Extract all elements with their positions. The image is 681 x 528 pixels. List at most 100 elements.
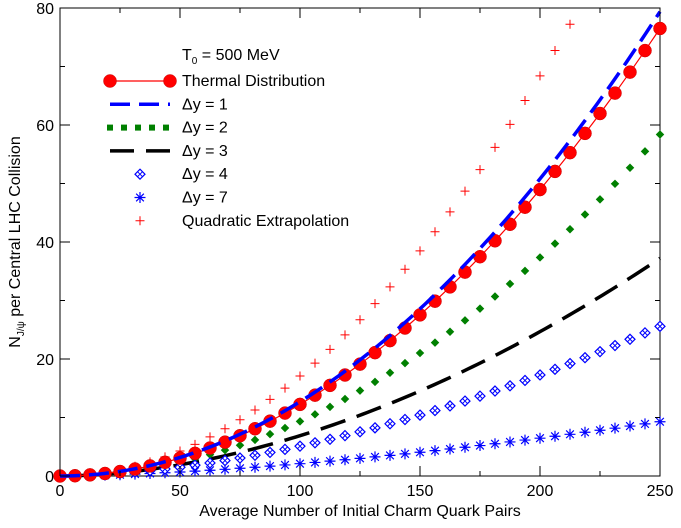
legend-header-rest: = 500 MeV — [197, 47, 280, 64]
data-point — [444, 400, 456, 412]
legend-swatch-marker — [107, 124, 113, 131]
data-point — [505, 279, 515, 289]
y-axis-label-main: N — [7, 336, 24, 348]
data-point — [535, 71, 545, 81]
data-point — [564, 357, 576, 370]
data-point — [204, 457, 216, 469]
y-tick-label: 60 — [36, 118, 54, 135]
data-point — [473, 249, 487, 264]
data-point — [385, 368, 395, 377]
data-point — [264, 460, 276, 472]
legend-entry-2: Δy = 2 — [107, 120, 228, 137]
legend-entry-0: Thermal Distribution — [103, 73, 325, 90]
data-point — [475, 304, 485, 313]
data-point — [413, 308, 427, 322]
y-axis-label-sub: J/ψ — [16, 321, 27, 336]
data-point — [654, 320, 666, 333]
data-point — [505, 119, 515, 129]
axis-layer: 0 50 100 150 200 250 0 20 40 60 80 — [36, 1, 673, 500]
data-point — [490, 292, 500, 301]
data-point — [549, 363, 561, 376]
data-point-hatch — [522, 377, 528, 384]
data-point — [220, 424, 230, 434]
data-point — [369, 451, 381, 463]
y-tick-label: 80 — [36, 1, 54, 18]
legend-entry-4: Δy = 4 — [134, 166, 228, 183]
data-point — [384, 417, 396, 430]
data-point — [609, 339, 621, 352]
data-point — [295, 417, 305, 426]
data-point — [309, 456, 321, 468]
data-point — [638, 43, 652, 58]
data-point — [399, 413, 411, 426]
y-tick-label: 0 — [45, 469, 54, 486]
data-point — [533, 182, 547, 197]
x-axis-label: Average Number of Initial Charm Quark Pa… — [199, 503, 521, 520]
data-point-hatch — [582, 354, 588, 361]
legend-entries: Thermal Distribution Δy = 1 Δy = 2 Δy = 3 Δy… — [103, 73, 349, 230]
legend-label: Thermal Distribution — [182, 73, 325, 90]
legend-label: Δy = 3 — [182, 143, 228, 160]
data-point — [294, 458, 306, 470]
data-point — [369, 422, 381, 434]
data-point — [430, 227, 440, 237]
data-point — [189, 465, 201, 477]
data-point — [399, 448, 411, 460]
data-point — [234, 462, 246, 474]
data-point-hatch — [372, 425, 378, 431]
data-point — [579, 351, 591, 364]
data-point-hatch — [507, 382, 513, 389]
data-point — [623, 65, 637, 79]
data-point — [219, 454, 231, 467]
series-3 — [59, 256, 661, 478]
data-point — [189, 459, 201, 472]
data-point-hatch — [402, 416, 408, 423]
legend-entry-6: Quadratic Extrapolation — [135, 213, 349, 230]
legend-swatch-marker — [163, 124, 169, 131]
data-point-hatch — [342, 432, 348, 439]
data-point — [294, 440, 306, 453]
data-point-hatch — [297, 443, 303, 450]
data-point — [249, 461, 261, 473]
data-point — [250, 405, 260, 415]
data-point — [609, 422, 621, 434]
data-point — [548, 164, 562, 179]
data-point-hatch — [492, 388, 498, 394]
data-point — [653, 21, 667, 36]
y-tick-label: 20 — [36, 352, 54, 369]
data-point — [520, 266, 530, 276]
data-point — [654, 416, 666, 428]
data-point — [235, 441, 245, 450]
data-point — [519, 434, 531, 446]
data-point — [354, 452, 366, 464]
data-point-hatch — [387, 420, 393, 427]
data-point — [444, 443, 456, 455]
data-point-hatch — [642, 330, 648, 336]
data-point — [414, 409, 426, 421]
x-tick-label: 100 — [287, 483, 314, 500]
data-point — [534, 432, 546, 444]
data-point — [490, 142, 500, 152]
data-point — [414, 446, 426, 458]
data-point — [608, 86, 622, 100]
data-point-hatch — [447, 403, 453, 409]
data-point-hatch — [477, 393, 483, 399]
data-point — [624, 420, 636, 432]
data-point — [550, 45, 560, 55]
data-point-hatch — [462, 398, 468, 404]
data-point — [204, 464, 216, 476]
legend-swatch-marker-right — [163, 74, 177, 88]
data-point — [339, 454, 351, 466]
data-point — [279, 443, 291, 456]
legend-label: Δy = 7 — [182, 190, 228, 207]
legend-swatch-marker — [135, 124, 141, 131]
data-point — [549, 430, 561, 442]
data-point — [400, 358, 410, 368]
series-line-1 — [59, 10, 662, 478]
series-0 — [53, 21, 667, 483]
data-point-hatch — [237, 455, 243, 461]
data-point-hatch — [567, 360, 573, 367]
data-point — [518, 200, 532, 214]
data-point-hatch — [327, 436, 333, 443]
